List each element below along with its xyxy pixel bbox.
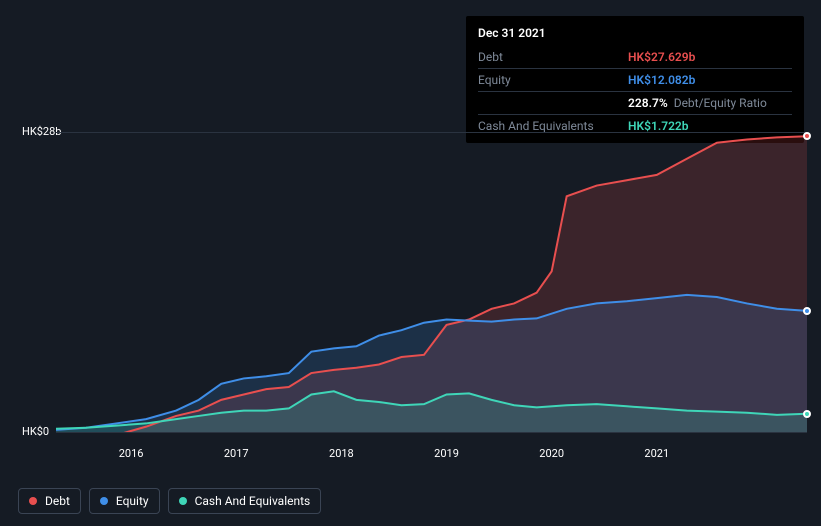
tooltip-label: Equity	[478, 71, 628, 89]
tooltip-date: Dec 31 2021	[478, 24, 792, 42]
legend-dot-icon	[29, 497, 37, 505]
tooltip-extra: Debt/Equity Ratio	[674, 94, 767, 112]
tooltip-row: 228.7% Debt/Equity Ratio	[478, 92, 792, 115]
tooltip-label	[478, 94, 628, 112]
series-marker	[803, 307, 811, 315]
legend-label: Debt	[45, 494, 70, 508]
x-axis-label: 2021	[644, 447, 669, 460]
legend-dot-icon	[179, 497, 187, 505]
legend-label: Equity	[116, 494, 149, 508]
chart-plot[interactable]	[56, 132, 807, 432]
chart-tooltip: Dec 31 2021 DebtHK$27.629bEquityHK$12.08…	[466, 16, 804, 143]
x-axis-label: 2020	[539, 447, 564, 460]
tooltip-row: EquityHK$12.082b	[478, 69, 792, 92]
x-axis-label: 2017	[224, 447, 249, 460]
tooltip-value: HK$12.082b	[628, 71, 695, 89]
x-axis-label: 2016	[119, 447, 144, 460]
tooltip-value: HK$27.629b	[628, 48, 695, 66]
x-axis-label: 2018	[329, 447, 354, 460]
tooltip-row: DebtHK$27.629b	[478, 46, 792, 69]
chart-area: HK$28bHK$0 201620172018201920202021	[14, 132, 807, 464]
x-axis-label: 2019	[434, 447, 459, 460]
legend-item-equity[interactable]: Equity	[89, 488, 160, 514]
chart-legend: Debt Equity Cash And Equivalents	[18, 488, 321, 514]
legend-item-debt[interactable]: Debt	[18, 488, 81, 514]
legend-item-cash-and-equivalents[interactable]: Cash And Equivalents	[168, 488, 322, 514]
y-axis-label: HK$0	[22, 425, 49, 438]
tooltip-value: 228.7%	[628, 94, 668, 112]
series-marker	[803, 132, 811, 140]
gridline	[56, 432, 807, 433]
legend-dot-icon	[100, 497, 108, 505]
legend-label: Cash And Equivalents	[195, 494, 311, 508]
series-marker	[803, 410, 811, 418]
tooltip-label: Debt	[478, 48, 628, 66]
